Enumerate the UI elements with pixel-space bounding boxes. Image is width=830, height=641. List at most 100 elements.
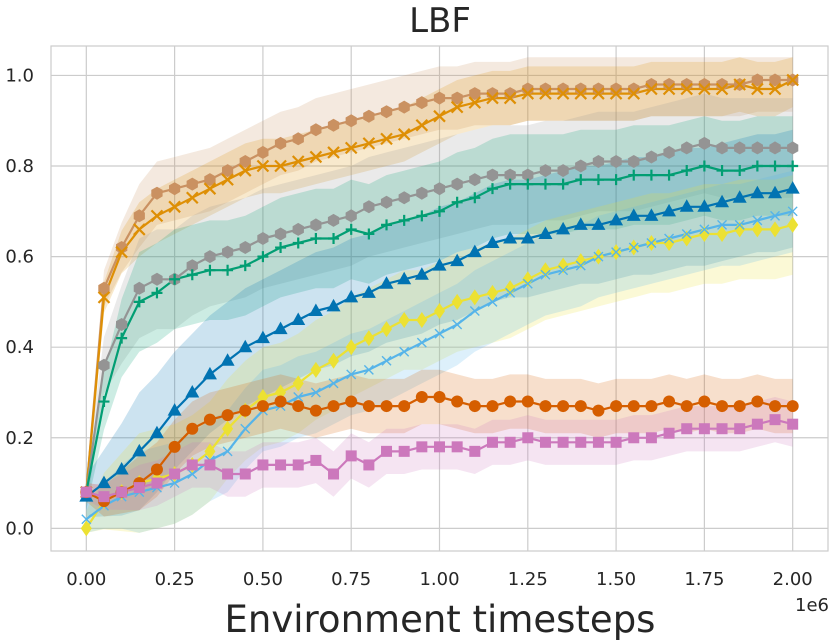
series-4-point <box>662 203 677 217</box>
chart-title: LBF <box>409 1 471 41</box>
series-5-point <box>222 420 234 437</box>
series-3-point <box>381 219 393 231</box>
series-7-point <box>627 400 640 413</box>
series-8-band <box>86 397 793 511</box>
series-8-point <box>628 432 640 444</box>
series-3-point <box>275 242 287 254</box>
series-7-point <box>345 395 358 408</box>
series-7-point <box>468 400 481 413</box>
series-2-point <box>151 272 163 286</box>
x-tick-label: 1.00 <box>419 569 459 590</box>
series-6-point <box>611 247 622 258</box>
series-4-point <box>114 461 129 475</box>
series-markers <box>79 73 800 537</box>
series-3-point <box>398 214 410 226</box>
series-8-point <box>398 445 410 457</box>
series-1-point <box>115 245 128 259</box>
series-3-point <box>416 210 428 222</box>
series-3-point <box>522 178 534 190</box>
series-4-point <box>520 230 535 244</box>
series-8-point <box>645 432 657 444</box>
series-2-point <box>769 141 781 155</box>
series-7-point <box>716 400 729 413</box>
series-8-point <box>504 436 516 448</box>
series-6-point <box>575 260 586 271</box>
series-0-point <box>133 209 145 223</box>
series-1-point <box>786 73 799 87</box>
series-4-point <box>255 330 270 344</box>
series-4-point <box>132 443 147 457</box>
series-4-point <box>715 194 730 208</box>
series-4-point <box>556 221 571 235</box>
series-7-point <box>680 400 693 413</box>
series-7-point <box>698 395 711 408</box>
series-7-point <box>327 400 340 413</box>
series-4-point <box>361 285 376 298</box>
series-8-point <box>539 436 551 448</box>
series-3-point <box>751 160 763 172</box>
series-5-point <box>416 312 428 329</box>
series-0-point <box>769 73 781 87</box>
series-1-point <box>256 159 270 173</box>
series-3-point <box>151 287 163 299</box>
series-7-point <box>574 400 587 413</box>
series-6-point <box>310 387 321 398</box>
series-2-point <box>398 191 410 205</box>
series-0-point <box>239 155 251 168</box>
series-7-point <box>433 391 446 404</box>
series-0-point <box>504 87 516 101</box>
series-6-point <box>558 265 569 276</box>
series-5-point <box>681 230 693 247</box>
series-7-point <box>186 422 199 435</box>
series-4-point <box>397 271 412 285</box>
series-4-point <box>697 199 712 212</box>
series-5-point <box>381 321 393 338</box>
series-5-point <box>486 284 498 301</box>
series-2-point <box>698 136 710 150</box>
series-1-point <box>274 159 287 173</box>
series-3-point <box>469 192 481 204</box>
series-2-point <box>486 168 499 182</box>
series-1-point <box>715 82 729 96</box>
series-0-point <box>486 87 499 101</box>
series-0-point <box>469 87 481 101</box>
series-7-point <box>504 395 517 408</box>
series-6-point <box>770 210 781 221</box>
series-4-point <box>432 258 447 271</box>
series-8-point <box>116 486 128 498</box>
y-tick-label: 0.0 <box>5 518 34 539</box>
series-1-point <box>309 150 323 164</box>
series-4-point <box>96 475 111 489</box>
series-8-point <box>345 450 357 462</box>
series-7-point <box>239 404 252 417</box>
series-6-band <box>86 170 793 533</box>
x-axis-label: Environment timesteps <box>225 598 656 641</box>
series-0-point <box>451 91 463 105</box>
series-4-point <box>450 253 465 267</box>
series-2-point <box>363 200 375 214</box>
series-8-point <box>416 441 428 453</box>
series-4-point <box>538 226 553 239</box>
series-3-point <box>769 160 781 172</box>
series-6-point <box>187 469 198 479</box>
series-2-point <box>628 155 640 168</box>
series-0-point <box>274 136 287 150</box>
series-4-point <box>308 303 323 316</box>
series-1-point <box>221 173 234 186</box>
series-4-band <box>86 129 793 518</box>
series-3-point <box>204 264 216 276</box>
y-tick-label: 0.4 <box>5 337 34 358</box>
series-0-point <box>204 173 216 187</box>
series-0-point <box>186 177 198 191</box>
series-5-point <box>734 221 746 238</box>
series-3-point <box>345 223 357 235</box>
series-7-point <box>415 391 428 404</box>
series-1-point <box>733 78 746 91</box>
series-4-point <box>626 208 641 221</box>
series-8-point <box>592 436 604 448</box>
series-2-point <box>575 159 587 173</box>
series-7-point <box>150 463 163 476</box>
series-1-point <box>433 109 446 123</box>
series-0-point <box>345 114 357 128</box>
series-7-point <box>645 400 658 413</box>
